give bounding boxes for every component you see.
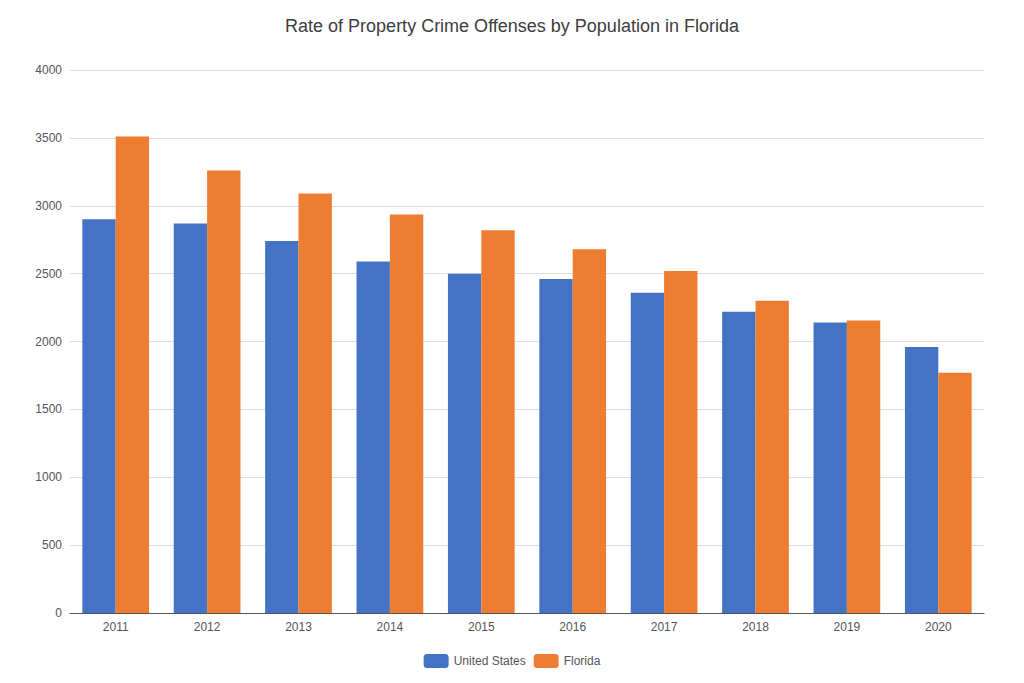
- svg-text:3000: 3000: [35, 199, 62, 213]
- svg-text:1500: 1500: [35, 402, 62, 416]
- svg-text:2000: 2000: [35, 335, 62, 349]
- svg-text:2011: 2011: [103, 620, 129, 634]
- svg-text:2019: 2019: [834, 620, 861, 634]
- svg-text:500: 500: [42, 538, 62, 552]
- svg-text:2018: 2018: [742, 620, 769, 634]
- svg-text:0: 0: [55, 606, 62, 620]
- svg-text:2012: 2012: [194, 620, 221, 634]
- svg-text:Florida: Florida: [564, 654, 601, 668]
- svg-text:2015: 2015: [468, 620, 495, 634]
- svg-text:United States: United States: [454, 654, 526, 668]
- svg-text:1000: 1000: [35, 470, 62, 484]
- svg-text:Rate of Property Crime Offense: Rate of Property Crime Offenses by Popul…: [285, 16, 740, 36]
- svg-text:2017: 2017: [651, 620, 678, 634]
- svg-text:2013: 2013: [285, 620, 312, 634]
- svg-text:2500: 2500: [35, 267, 62, 281]
- svg-text:4000: 4000: [35, 63, 62, 77]
- svg-text:2016: 2016: [559, 620, 586, 634]
- svg-text:2020: 2020: [925, 620, 952, 634]
- svg-text:2014: 2014: [377, 620, 404, 634]
- svg-text:3500: 3500: [35, 131, 62, 145]
